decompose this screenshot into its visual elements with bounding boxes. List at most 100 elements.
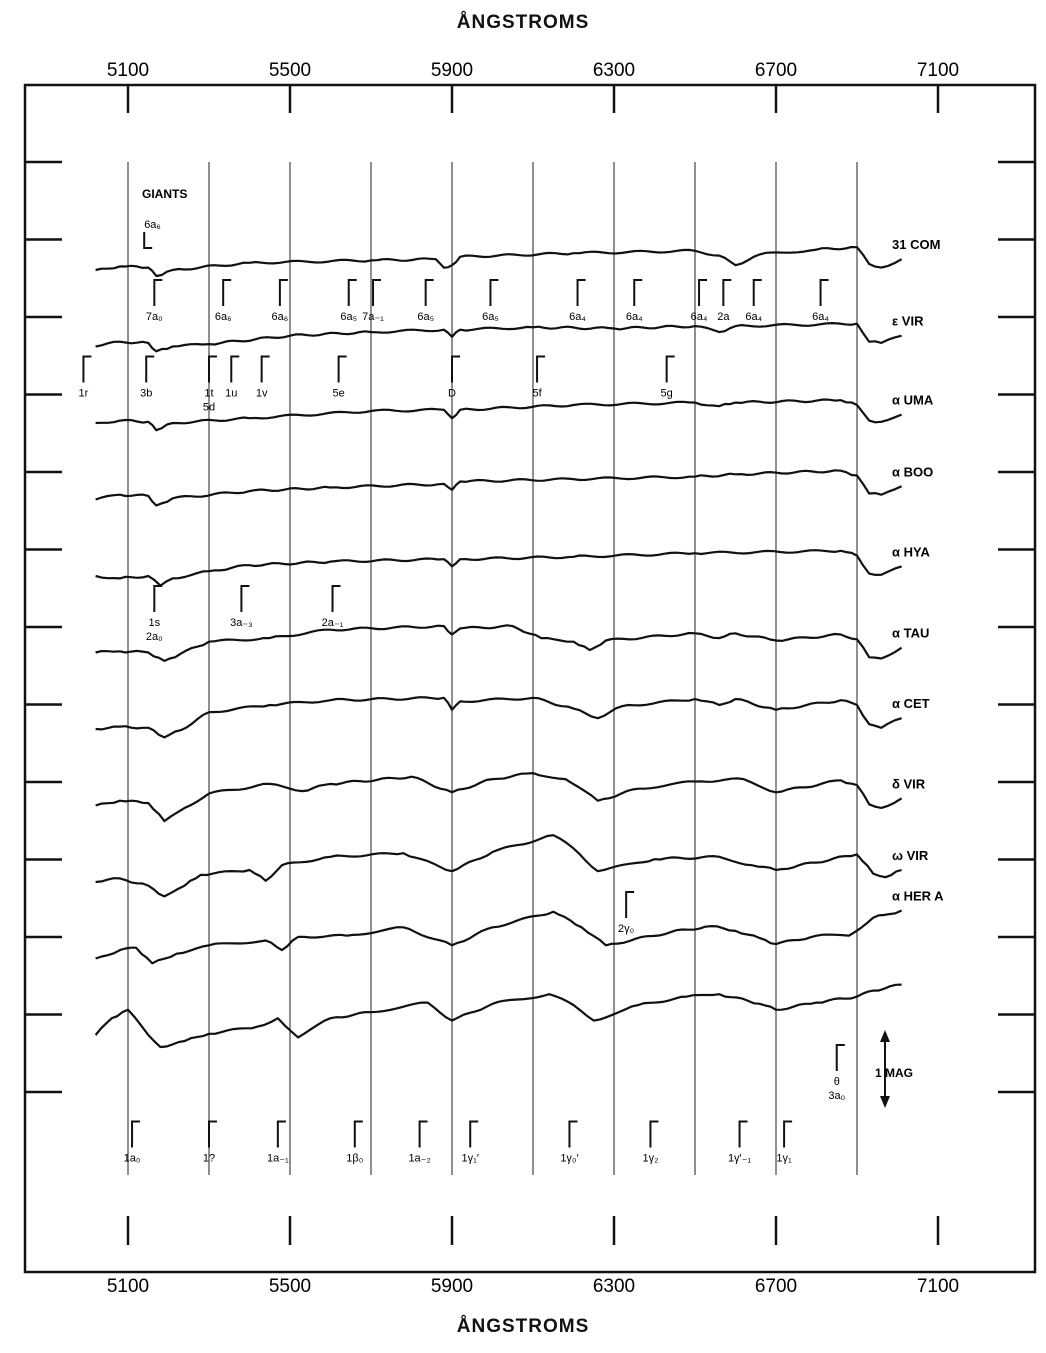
line-mark-18 — [230, 355, 240, 383]
group-label: GIANTS — [142, 187, 187, 201]
tick-label-top-5100: 5100 — [107, 60, 149, 81]
line-label-32: 1? — [203, 1153, 215, 1165]
tick-label-top-7100: 7100 — [917, 60, 959, 81]
line-mark-26 — [240, 585, 250, 612]
line-mark-32 — [208, 1120, 217, 1148]
line-label-15: 3b — [140, 388, 152, 400]
line-mark-31 — [131, 1120, 141, 1148]
plot-frame — [23, 83, 1037, 1274]
spectrum-4 — [95, 549, 902, 587]
tick-label-top-5500: 5500 — [269, 60, 311, 81]
line-label-9: 6a₄ — [626, 311, 643, 323]
series-label-8: ω VIR — [892, 848, 929, 863]
line-mark-8 — [576, 279, 586, 306]
line-mark-2 — [222, 279, 232, 306]
line-mark-4 — [347, 279, 357, 306]
line-identifications: 6a₆ 7a₀ 6a₆ 6a₆ 6a₅ 7a₋₁ 6a₅ 6a₅ 6a₄ 6a₄ 6a₄ 2a 6a₄ 6… — [79, 219, 846, 1165]
tick-label-bottom-5100: 5100 — [107, 1276, 149, 1297]
line-mark-37 — [568, 1120, 578, 1148]
axis-ticks: 5100 5100 5500 5500 5900 5900 6300 6300 6700 6700… — [25, 60, 1035, 1297]
line-label-11: 2a — [717, 311, 730, 323]
series-label-5: α TAU — [892, 626, 929, 641]
line-mark-28 — [625, 891, 635, 918]
line-label-12: 6a₄ — [745, 311, 762, 323]
line-label-23: 5g — [661, 388, 673, 400]
line-mark-13 — [819, 279, 829, 306]
spectrum-7 — [95, 772, 903, 823]
series-label-2: α UMA — [892, 393, 934, 408]
chart-annotations: GIANTS 1 MAG — [142, 187, 913, 1108]
tick-label-bottom-5900: 5900 — [431, 1276, 473, 1297]
line-label-4: 6a₅ — [340, 311, 357, 323]
tick-label-bottom-7100: 7100 — [917, 1276, 959, 1297]
line-label-38: 1γ₂ — [643, 1153, 659, 1165]
line-mark-5 — [372, 279, 382, 306]
line-mark-10 — [698, 279, 708, 306]
line-mark-36 — [469, 1120, 479, 1148]
line-mark-1 — [153, 279, 163, 306]
line-mark-3 — [278, 279, 288, 306]
tick-label-top-6700: 6700 — [755, 60, 797, 81]
line-mark-34 — [353, 1120, 363, 1148]
line-label-25: 2a₀ — [146, 631, 163, 643]
line-label-1: 7a₀ — [146, 311, 163, 323]
line-mark-29 — [835, 1044, 845, 1071]
series-label-7: δ VIR — [892, 776, 926, 791]
spectrum-10 — [94, 983, 902, 1049]
line-label-34: 1β₀ — [346, 1153, 363, 1165]
line-label-3: 6a₆ — [272, 311, 289, 323]
line-label-16: 1t — [204, 388, 213, 400]
line-mark-35 — [418, 1120, 428, 1148]
spectrum-6 — [95, 696, 902, 739]
spectrum-5 — [95, 624, 903, 662]
series-label-6: α CET — [892, 696, 930, 711]
line-mark-14 — [82, 355, 92, 383]
line-label-19: 1v — [256, 388, 268, 400]
line-label-10: 6a₄ — [691, 311, 708, 323]
line-mark-22 — [536, 355, 546, 383]
line-mark-40 — [783, 1120, 793, 1148]
line-label-8: 6a₄ — [569, 311, 586, 323]
line-mark-39 — [738, 1120, 748, 1148]
line-label-26: 3a₋₃ — [230, 617, 253, 629]
tick-label-top-6300: 6300 — [593, 60, 635, 81]
line-mark-21 — [451, 355, 460, 383]
scale-arrow — [880, 1030, 890, 1108]
line-mark-7 — [489, 279, 499, 306]
tick-label-top-5900: 5900 — [431, 60, 473, 81]
scale-label: 1 MAG — [875, 1066, 913, 1080]
line-mark-19 — [260, 355, 270, 383]
line-mark-33 — [276, 1120, 286, 1148]
line-label-20: 5e — [332, 388, 344, 400]
line-label-39: 1γ′₋₁ — [728, 1153, 751, 1165]
series-label-4: α HYA — [892, 544, 930, 559]
series-label-1: ε VIR — [892, 314, 924, 329]
series-label-0: 31 COM — [892, 237, 940, 252]
line-label-28: 2γ₀ — [618, 923, 634, 935]
line-mark-27 — [331, 585, 341, 612]
spectra-series: 31 COM ε VIR α UMA α BOO α HYA α TAU α CET δ VI… — [94, 237, 944, 1049]
x-axis-title-top: ÅNGSTROMS — [456, 12, 590, 33]
line-mark-38 — [649, 1120, 659, 1148]
line-mark-6 — [424, 279, 434, 306]
line-label-17: 5d — [203, 402, 215, 414]
line-label-27: 2a₋₁ — [322, 617, 344, 629]
line-label-24: 1s — [149, 617, 161, 629]
line-label-35: 1a₋₂ — [408, 1153, 430, 1165]
spectrum-9 — [95, 909, 903, 965]
series-label-3: α BOO — [892, 464, 933, 479]
line-label-2: 6a₆ — [215, 311, 232, 323]
line-label-33: 1a₋₁ — [267, 1153, 289, 1165]
spectrum-3 — [95, 469, 903, 507]
line-label-6: 6a₅ — [417, 311, 434, 323]
line-label-5: 7a₋₁ — [362, 311, 384, 323]
line-label-37: 1γ₀′ — [560, 1153, 578, 1165]
line-label-31: 1a₀ — [124, 1153, 141, 1165]
line-label-40: 1γ₁ — [776, 1153, 792, 1165]
line-mark-15 — [145, 355, 155, 383]
line-label-22: 5f — [532, 388, 542, 400]
line-mark-12 — [752, 279, 762, 306]
line-label-7: 6a₅ — [482, 311, 499, 323]
line-mark-23 — [665, 355, 675, 383]
line-mark-16 — [208, 355, 217, 383]
